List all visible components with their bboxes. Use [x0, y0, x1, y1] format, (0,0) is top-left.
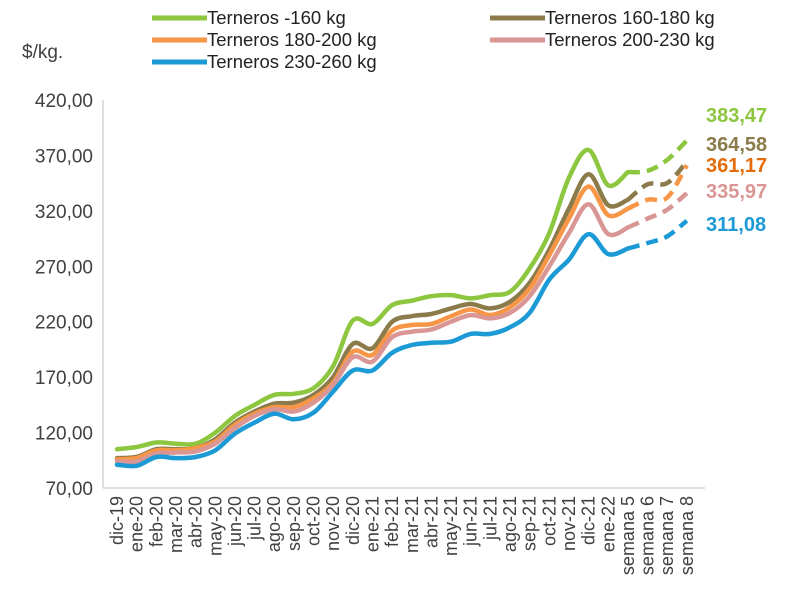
legend-label: Terneros 180-200 kg: [207, 29, 377, 50]
x-tick-label: oct-21: [539, 496, 559, 546]
x-tick-label: nov-21: [559, 496, 579, 551]
end-value-label: 311,08: [706, 214, 766, 236]
x-tick-label: dic-21: [579, 496, 599, 545]
y-tick-label: 320,00: [35, 202, 93, 223]
series-line-projection-3: [626, 164, 689, 211]
end-value-label: 364,58: [706, 134, 767, 156]
x-tick-label: may-20: [205, 496, 225, 556]
series-line-projection-5: [627, 218, 689, 251]
x-tick-label: oct-20: [304, 496, 324, 546]
x-tick-label: mar-20: [166, 496, 186, 553]
y-tick-label: 120,00: [35, 424, 93, 445]
series-line-1: [114, 147, 631, 452]
end-value-label: 383,47: [706, 105, 767, 127]
x-tick-label: feb-20: [146, 496, 166, 547]
end-value-label: 361,17: [706, 155, 767, 177]
x-tick-label: ene-22: [598, 496, 618, 552]
legend-item: Terneros 200-230 kg: [490, 29, 715, 50]
series-line-5: [114, 231, 631, 469]
legend-label: Terneros 200-230 kg: [545, 29, 715, 50]
x-tick-label: jul-21: [480, 496, 500, 541]
x-tick-label: sep-20: [284, 496, 304, 551]
legend-label: Terneros 160-180 kg: [545, 7, 715, 28]
x-tick-label: mar-21: [402, 496, 422, 553]
x-tick-label: semana 8: [677, 496, 697, 575]
legend-item: Terneros 230-260 kg: [152, 51, 377, 72]
legend-label: Terneros -160 kg: [207, 7, 346, 28]
plot-lines: [114, 138, 689, 469]
legend: Terneros -160 kg Terneros 160-180 kgTerne…: [152, 7, 715, 72]
series-line-projection-1: [627, 138, 689, 175]
y-tick-label: 220,00: [35, 313, 93, 334]
x-tick-label: ago-20: [264, 496, 284, 552]
y-tick-label: 70,00: [45, 479, 93, 500]
legend-item: Terneros 160-180 kg: [490, 7, 715, 28]
x-tick-label: ene-21: [362, 496, 382, 552]
x-tick-label: dic-19: [107, 496, 127, 545]
x-axis: dic-19 ene-20 feb-20 mar-20 abr-20 may-20 jun-…: [103, 487, 705, 575]
y-tick-label: 370,00: [35, 146, 93, 167]
legend-item: Terneros -160 kg: [152, 7, 346, 28]
y-tick-label: 270,00: [35, 257, 93, 278]
series-line-projection-4: [626, 191, 689, 230]
x-tick-label: ene-20: [127, 496, 147, 552]
x-tick-label: ago-21: [500, 496, 520, 552]
x-tick-label: jun-20: [225, 496, 245, 547]
legend-label: Terneros 230-260 kg: [207, 51, 377, 72]
y-tick-label: 420,00: [35, 91, 93, 112]
x-tick-label: semana 7: [657, 496, 677, 575]
x-tick-label: semana 6: [638, 496, 658, 575]
y-axis-unit-label: $/kg.: [22, 42, 63, 63]
x-tick-label: dic-20: [343, 496, 363, 545]
x-tick-label: feb-21: [382, 496, 402, 547]
series-line-2: [114, 172, 631, 461]
series-line-projection-2: [626, 159, 689, 202]
legend-item: Terneros 180-200 kg: [152, 29, 377, 50]
x-tick-label: abr-21: [421, 496, 441, 548]
x-tick-label: nov-20: [323, 496, 343, 551]
x-tick-label: jul-20: [245, 496, 265, 541]
y-tick-label: 170,00: [35, 368, 93, 389]
y-axis: 70,00 120,00 170,00 220,00 270,00 320,00 370,0…: [35, 91, 104, 500]
x-tick-label: sep-21: [520, 496, 540, 551]
end-value-label: 335,97: [706, 181, 767, 203]
series-line-4: [114, 201, 631, 465]
x-tick-label: may-21: [441, 496, 461, 556]
x-tick-label: abr-20: [186, 496, 206, 548]
series-line-3: [114, 184, 631, 462]
x-tick-label: jun-21: [461, 496, 481, 547]
x-tick-label: semana 5: [618, 496, 638, 575]
